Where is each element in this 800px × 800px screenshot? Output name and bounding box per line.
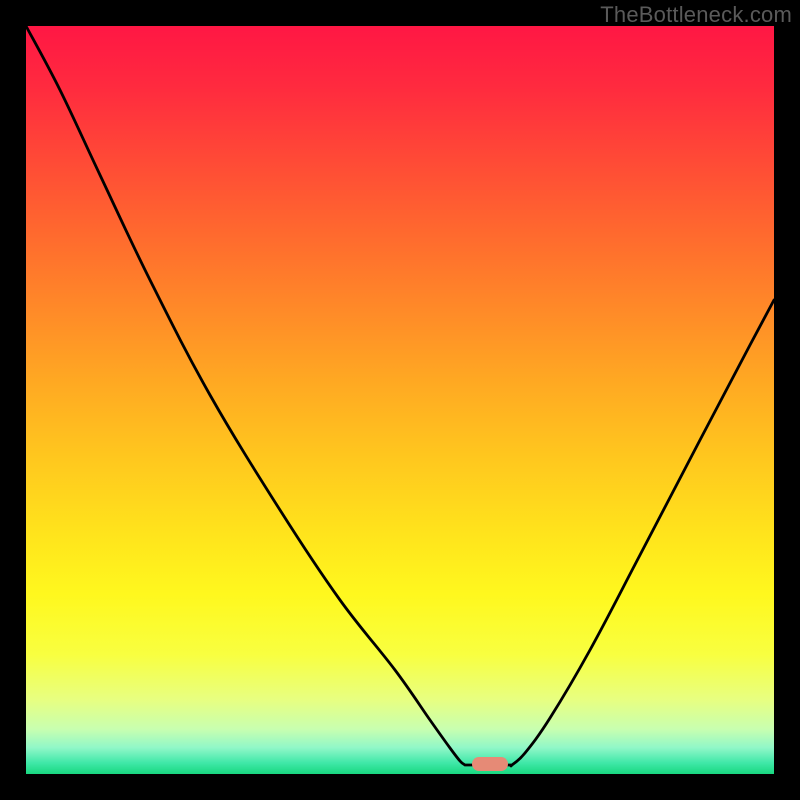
watermark-text: TheBottleneck.com bbox=[600, 2, 792, 28]
plot-background bbox=[26, 26, 774, 774]
bottleneck-chart bbox=[0, 0, 800, 800]
sweet-spot-marker bbox=[472, 757, 508, 771]
chart-container: TheBottleneck.com bbox=[0, 0, 800, 800]
